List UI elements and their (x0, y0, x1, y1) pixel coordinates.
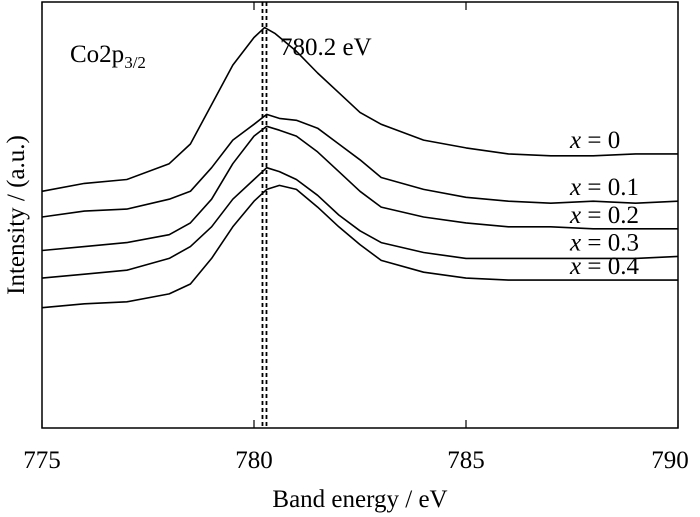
x-axis-ticks (41, 2, 679, 428)
series-line-4 (41, 184, 678, 309)
series-line-2 (41, 125, 678, 252)
plot-frame (41, 1, 679, 429)
element-label: Co2p3/2 (70, 41, 146, 72)
x-tick-label: 785 (447, 447, 485, 474)
x-tick-label: 780 (235, 447, 273, 474)
series-line-1 (41, 113, 679, 218)
series-line-3 (41, 166, 679, 279)
x-tick-label: 790 (651, 447, 689, 474)
series-label-0: x = 0 (569, 127, 620, 154)
x-axis-tick-labels: 775 780 785 790 (23, 447, 689, 474)
y-axis-title: Intensity / (a.u.) (3, 135, 30, 295)
x-axis-title: Band energy / eV (272, 486, 447, 513)
series-labels: x = 0 x = 0.1x = 0.2x = 0.3x = 0.4 (569, 127, 639, 280)
series-label-4: x = 0.4 (569, 253, 639, 280)
x-tick-label: 775 (23, 447, 61, 474)
series-label-1: x = 0.1 (569, 174, 639, 201)
series-label-3: x = 0.3 (569, 229, 639, 256)
series-label-2: x = 0.2 (569, 202, 639, 229)
element-label-subscript: 3/2 (124, 53, 146, 72)
peak-label: 780.2 eV (280, 34, 372, 61)
series-line-0 (41, 26, 678, 193)
series-group (41, 26, 679, 309)
